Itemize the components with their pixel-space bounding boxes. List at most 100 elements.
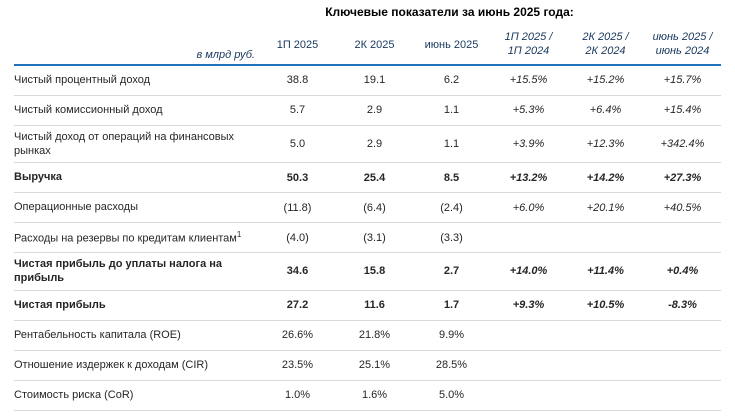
change-1h-yoy: +14.0%	[490, 252, 567, 291]
table-row: Чистый комиссионный доход 5.7 2.9 1.1 +5…	[14, 95, 721, 126]
key-indicators-table: в млрд руб. 1П 2025 2К 2025 июнь 2025 1П…	[14, 25, 721, 411]
value-1h-2025: 50.3	[259, 162, 336, 194]
change-2q-yoy: +10.5%	[567, 290, 644, 321]
value-1h-2025: 5.0	[259, 125, 336, 164]
change-2q-yoy	[567, 320, 644, 351]
row-label: Операционные расходы	[14, 192, 259, 224]
value-2q-2025: 21.8%	[336, 320, 413, 351]
value-june-2025: 6.2	[413, 65, 490, 96]
change-june-yoy	[644, 320, 721, 351]
value-2q-2025: (3.1)	[336, 222, 413, 254]
table-row: Операционные расходы (11.8) (6.4) (2.4) …	[14, 192, 721, 224]
unit-label: в млрд руб.	[14, 25, 259, 66]
value-june-2025: (2.4)	[413, 192, 490, 224]
change-1h-yoy	[490, 320, 567, 351]
table-row: Чистая прибыль до уплаты налога на прибы…	[14, 252, 721, 291]
change-2q-yoy	[567, 350, 644, 381]
table-row: Чистый процентный доход 38.8 19.1 6.2 +1…	[14, 65, 721, 96]
change-1h-yoy	[490, 350, 567, 381]
value-1h-2025: 38.8	[259, 65, 336, 96]
change-2q-yoy: +15.2%	[567, 65, 644, 96]
value-1h-2025: (11.8)	[259, 192, 336, 224]
table-row: Чистый доход от операций на финансовых р…	[14, 125, 721, 164]
table-row: Чистая прибыль 27.2 11.6 1.7 +9.3% +10.5…	[14, 290, 721, 321]
table-row: Рентабельность капитала (ROE) 26.6% 21.8…	[14, 320, 721, 351]
change-june-yoy: -8.3%	[644, 290, 721, 321]
change-2q-yoy: +14.2%	[567, 162, 644, 194]
change-june-yoy: +15.4%	[644, 95, 721, 126]
table-header-row: в млрд руб. 1П 2025 2К 2025 июнь 2025 1П…	[14, 25, 721, 66]
change-june-yoy	[644, 222, 721, 254]
row-label: Стоимость риска (CoR)	[14, 380, 259, 411]
column-header-1h-2025: 1П 2025	[259, 25, 336, 66]
value-june-2025: 2.7	[413, 252, 490, 291]
value-1h-2025: 34.6	[259, 252, 336, 291]
value-2q-2025: 25.4	[336, 162, 413, 194]
change-june-yoy: +342.4%	[644, 125, 721, 164]
value-2q-2025: 2.9	[336, 95, 413, 126]
change-1h-yoy: +3.9%	[490, 125, 567, 164]
change-june-yoy	[644, 350, 721, 381]
value-june-2025: 9.9%	[413, 320, 490, 351]
change-1h-yoy: +13.2%	[490, 162, 567, 194]
row-label: Рентабельность капитала (ROE)	[14, 320, 259, 351]
value-june-2025: 1.1	[413, 95, 490, 126]
value-2q-2025: 1.6%	[336, 380, 413, 411]
row-label: Отношение издержек к доходам (CIR)	[14, 350, 259, 381]
change-2q-yoy	[567, 380, 644, 411]
value-1h-2025: 1.0%	[259, 380, 336, 411]
value-2q-2025: (6.4)	[336, 192, 413, 224]
table-row: Отношение издержек к доходам (CIR) 23.5%…	[14, 350, 721, 381]
change-june-yoy	[644, 380, 721, 411]
report-page: Ключевые показатели за июнь 2025 года: в…	[0, 5, 735, 418]
row-label: Чистая прибыль до уплаты налога на прибы…	[14, 252, 259, 291]
column-header-2q-2025: 2К 2025	[336, 25, 413, 66]
table-row: Выручка 50.3 25.4 8.5 +13.2% +14.2% +27.…	[14, 162, 721, 194]
value-2q-2025: 25.1%	[336, 350, 413, 381]
row-label: Чистый комиссионный доход	[14, 95, 259, 126]
change-2q-yoy: +12.3%	[567, 125, 644, 164]
change-june-yoy: +27.3%	[644, 162, 721, 194]
table-row: Стоимость риска (CoR) 1.0% 1.6% 5.0%	[14, 380, 721, 411]
value-june-2025: 1.7	[413, 290, 490, 321]
column-header-2q-yoy: 2К 2025 /2К 2024	[567, 25, 644, 66]
value-june-2025: (3.3)	[413, 222, 490, 254]
column-header-1h-yoy: 1П 2025 /1П 2024	[490, 25, 567, 66]
change-2q-yoy: +6.4%	[567, 95, 644, 126]
page-title: Ключевые показатели за июнь 2025 года:	[325, 5, 574, 19]
change-2q-yoy: +20.1%	[567, 192, 644, 224]
change-2q-yoy: +11.4%	[567, 252, 644, 291]
value-june-2025: 1.1	[413, 125, 490, 164]
change-1h-yoy: +9.3%	[490, 290, 567, 321]
table-row: Расходы на резервы по кредитам клиентам1…	[14, 222, 721, 254]
change-1h-yoy	[490, 222, 567, 254]
row-label: Чистый процентный доход	[14, 65, 259, 96]
value-1h-2025: 5.7	[259, 95, 336, 126]
row-label: Чистая прибыль	[14, 290, 259, 321]
change-1h-yoy: +15.5%	[490, 65, 567, 96]
change-1h-yoy: +5.3%	[490, 95, 567, 126]
column-header-june-2025: июнь 2025	[413, 25, 490, 66]
row-label: Выручка	[14, 162, 259, 194]
change-1h-yoy: +6.0%	[490, 192, 567, 224]
value-2q-2025: 11.6	[336, 290, 413, 321]
value-1h-2025: 27.2	[259, 290, 336, 321]
change-june-yoy: +0.4%	[644, 252, 721, 291]
change-2q-yoy	[567, 222, 644, 254]
table-header: в млрд руб. 1П 2025 2К 2025 июнь 2025 1П…	[14, 25, 721, 66]
column-header-june-yoy: июнь 2025 /июнь 2024	[644, 25, 721, 66]
change-june-yoy: +15.7%	[644, 65, 721, 96]
row-label: Чистый доход от операций на финансовых р…	[14, 125, 259, 164]
value-2q-2025: 2.9	[336, 125, 413, 164]
value-1h-2025: 23.5%	[259, 350, 336, 381]
value-1h-2025: (4.0)	[259, 222, 336, 254]
row-label: Расходы на резервы по кредитам клиентам1	[14, 222, 259, 254]
value-2q-2025: 19.1	[336, 65, 413, 96]
value-june-2025: 8.5	[413, 162, 490, 194]
change-june-yoy: +40.5%	[644, 192, 721, 224]
value-june-2025: 5.0%	[413, 380, 490, 411]
value-2q-2025: 15.8	[336, 252, 413, 291]
value-june-2025: 28.5%	[413, 350, 490, 381]
change-1h-yoy	[490, 380, 567, 411]
table-body: Чистый процентный доход 38.8 19.1 6.2 +1…	[14, 65, 721, 411]
